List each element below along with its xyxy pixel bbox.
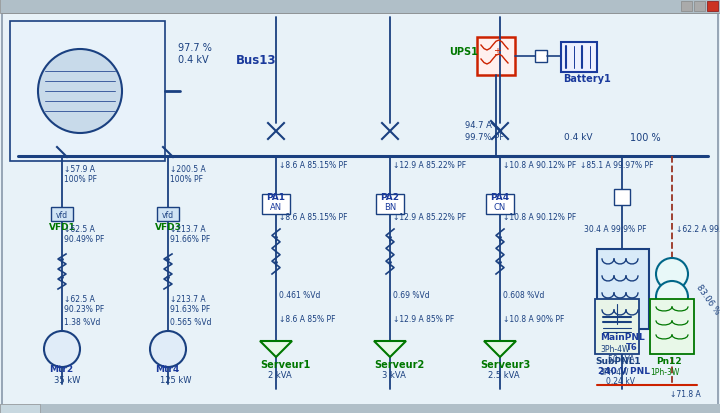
Text: CN: CN (494, 202, 506, 211)
Text: 3Ph-4W: 3Ph-4W (600, 345, 629, 354)
Text: ±: ± (493, 47, 501, 57)
Text: 125 kW: 125 kW (160, 375, 192, 385)
Text: 99.7% PF: 99.7% PF (465, 133, 504, 142)
Text: PA2: PA2 (380, 193, 400, 202)
Text: ↓71.8 A: ↓71.8 A (670, 389, 701, 399)
Text: 0.565 %Vd: 0.565 %Vd (170, 318, 212, 327)
Text: 90.23% PF: 90.23% PF (64, 305, 104, 314)
Text: Serveur1: Serveur1 (260, 359, 310, 369)
Text: ↓10.8 A 90.12% PF: ↓10.8 A 90.12% PF (503, 160, 576, 169)
Text: SubPNL1: SubPNL1 (595, 357, 641, 366)
Text: PA1: PA1 (266, 193, 286, 202)
Bar (262, 195, 290, 214)
Text: Mtr4: Mtr4 (155, 365, 179, 374)
Text: ↓8.6 A 85% PF: ↓8.6 A 85% PF (279, 315, 336, 324)
Text: PA4: PA4 (490, 193, 510, 202)
Text: ↓12.9 A 85% PF: ↓12.9 A 85% PF (393, 315, 454, 324)
Text: 90.49% PF: 90.49% PF (64, 235, 104, 244)
Text: ↓62.2 A 99.95% PF: ↓62.2 A 99.95% PF (676, 225, 720, 234)
Bar (707, 2, 718, 12)
Text: Serveur3: Serveur3 (480, 359, 530, 369)
Text: BN: BN (384, 202, 396, 211)
Text: 2 kVA: 2 kVA (268, 370, 292, 380)
Circle shape (38, 50, 122, 134)
Bar (0, 0, 720, 14)
Text: ↓62.5 A: ↓62.5 A (64, 295, 95, 304)
Text: Bus13: Bus13 (236, 53, 276, 66)
Text: 1Ph-3W: 1Ph-3W (650, 368, 680, 377)
Text: 0.4 kV: 0.4 kV (564, 133, 593, 142)
Text: ↓10.8 A 90.12% PF: ↓10.8 A 90.12% PF (503, 213, 576, 222)
Bar (597, 249, 649, 329)
Text: Battery1: Battery1 (563, 74, 611, 84)
Bar (681, 2, 692, 12)
Text: 100% PF: 100% PF (64, 175, 97, 184)
Text: 50 kVA: 50 kVA (608, 355, 634, 363)
Text: 0.4 kV: 0.4 kV (178, 55, 209, 65)
Text: MainPNL: MainPNL (600, 333, 644, 342)
Text: 91.63% PF: 91.63% PF (170, 305, 210, 314)
Text: 0.24 kV: 0.24 kV (606, 377, 635, 386)
Text: ↓8.6 A 85.15% PF: ↓8.6 A 85.15% PF (279, 213, 348, 222)
Text: 240 V PNL: 240 V PNL (598, 367, 650, 375)
Text: 91.66% PF: 91.66% PF (170, 235, 210, 244)
Circle shape (656, 281, 688, 313)
Text: ↓12.9 A 85.22% PF: ↓12.9 A 85.22% PF (393, 160, 466, 169)
Text: Pn12: Pn12 (656, 357, 682, 366)
Text: ↓85.1 A 99.97% PF: ↓85.1 A 99.97% PF (580, 160, 654, 169)
Text: 30.4 A 99.9% PF: 30.4 A 99.9% PF (584, 225, 647, 234)
Text: AN: AN (270, 202, 282, 211)
Polygon shape (374, 341, 406, 357)
Bar (561, 43, 597, 73)
Bar (694, 2, 705, 12)
Text: 2.5 kVA: 2.5 kVA (488, 370, 520, 380)
Text: 0.461 %Vd: 0.461 %Vd (279, 290, 320, 299)
Text: ↓213.7 A: ↓213.7 A (170, 225, 206, 234)
Bar (477, 38, 515, 76)
Text: 83.06 %: 83.06 % (694, 282, 720, 316)
Text: 97.7 %: 97.7 % (178, 43, 212, 53)
Text: VFD1: VFD1 (49, 223, 76, 232)
Text: Serveur2: Serveur2 (374, 359, 424, 369)
Text: VFD3: VFD3 (155, 223, 182, 232)
Text: vfd: vfd (162, 210, 174, 219)
Text: 1.38 %Vd: 1.38 %Vd (64, 318, 100, 327)
Bar (486, 195, 514, 214)
Text: 3 kVA: 3 kVA (382, 370, 406, 380)
Bar (650, 299, 694, 354)
Bar (0, 404, 720, 413)
Bar (535, 51, 547, 63)
Polygon shape (260, 341, 292, 357)
Circle shape (44, 331, 80, 367)
Polygon shape (484, 341, 516, 357)
Text: ↓10.8 A 90% PF: ↓10.8 A 90% PF (503, 315, 564, 324)
Bar (10, 22, 165, 161)
Text: ↓213.7 A: ↓213.7 A (170, 295, 206, 304)
Text: ↓8.6 A 85.15% PF: ↓8.6 A 85.15% PF (279, 160, 348, 169)
Text: 35 kW: 35 kW (54, 375, 81, 385)
Text: UPS1: UPS1 (449, 47, 478, 57)
Bar (157, 207, 179, 221)
Text: OV Network (Load Flow Analysis): OV Network (Load Flow Analysis) (4, 0, 130, 9)
Circle shape (656, 259, 688, 290)
Text: 0.608 %Vd: 0.608 %Vd (503, 290, 544, 299)
Text: ↓62.5 A: ↓62.5 A (64, 225, 95, 234)
Text: 0.69 %Vd: 0.69 %Vd (393, 290, 430, 299)
Circle shape (150, 331, 186, 367)
Bar (376, 195, 404, 214)
Text: ↓57.9 A: ↓57.9 A (64, 165, 95, 174)
Text: 100% PF: 100% PF (170, 175, 203, 184)
Text: Mtr2: Mtr2 (49, 365, 73, 374)
Text: 100 %: 100 % (630, 133, 661, 142)
Bar (614, 190, 630, 206)
Text: vfd: vfd (56, 210, 68, 219)
Bar (0, 404, 40, 413)
Text: ↓200.5 A: ↓200.5 A (170, 165, 206, 174)
Text: T6: T6 (626, 343, 638, 351)
Bar (595, 299, 639, 354)
Text: ↓12.9 A 85.22% PF: ↓12.9 A 85.22% PF (393, 213, 466, 222)
Text: 3Ph-4W: 3Ph-4W (599, 368, 629, 377)
Bar (51, 207, 73, 221)
Text: 94.7 A: 94.7 A (465, 120, 492, 129)
